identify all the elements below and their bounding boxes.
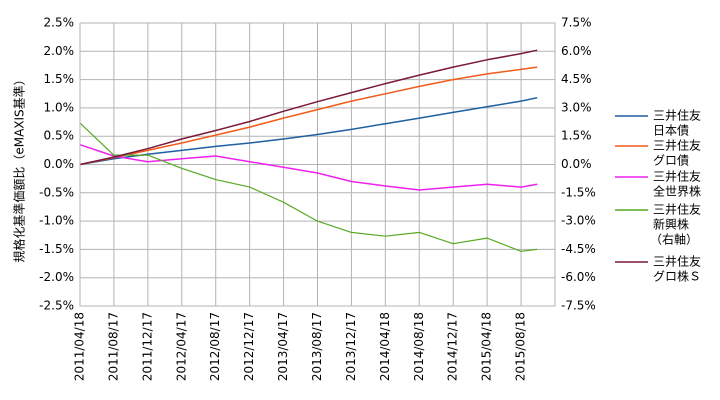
y-right-tick-label: -7.5% [561,299,596,313]
legend-label: 新興株 [653,217,689,232]
y-left-tick-label: -0.5% [39,185,74,199]
legend-label: 三井住友 [653,170,701,184]
series-layer [79,49,538,252]
y-right-tick-label: 1.5% [561,129,592,143]
y-right-tick-label: -1.5% [561,185,596,199]
x-tick-label: 2012/04/17 [174,312,188,381]
x-tick-label: 2015/04/18 [480,312,494,381]
x-tick-label: 2011/04/18 [73,312,87,381]
legend-label: グロ債 [653,153,689,168]
y-left-tick-label: 0.5% [44,129,75,143]
y-right-tick-label: -3.0% [561,214,596,228]
y-right-tick-label: -6.0% [561,270,596,284]
y-left-tick-label: 1.0% [44,100,75,114]
y-left-tick-label: -1.0% [39,214,74,228]
series-line-4 [79,49,538,166]
legend-label: グロ株Ｓ [653,269,701,284]
y-right-ticks: 7.5% 6.0% 4.5% 3.0% 1.5% 0.0% -1.5% -3.0% -4.5% -… [561,16,596,313]
x-tick-label: 2014/12/17 [446,312,460,381]
x-ticks: 2011/04/18 2011/08/17 2011/12/17 2012/04/17… [73,312,528,381]
y-left-tick-label: -2.5% [39,299,74,313]
y-left-tick-label: 1.5% [44,72,75,86]
legend-label: 三井住友 [653,255,701,269]
x-tick-label: 2013/08/17 [310,312,324,381]
legend-label: 三井住友 [653,139,701,153]
x-tick-label: 2011/12/17 [140,312,154,381]
legend-label: 日本債 [653,123,689,138]
legend: 三井住友日本債三井住友グロ債三井住友全世界株三井住友新興株（右軸）三井住友グロ株… [615,109,701,284]
y-right-tick-label: 6.0% [561,44,592,58]
series-line-0 [79,96,538,166]
y-right-tick-label: 0.0% [561,157,592,171]
legend-label: 三井住友 [653,109,701,123]
x-tick-label: 2014/04/18 [378,312,392,381]
x-tick-label: 2015/08/18 [514,312,528,381]
series-line-1 [79,66,538,166]
legend-label: 三井住友 [653,203,701,217]
legend-label: 全世界株 [653,184,701,199]
x-tick-label: 2014/08/18 [412,312,426,381]
y-left-tick-label: 0.0% [44,157,75,171]
y-left-tick-label: 2.0% [44,44,75,58]
plot-area-border [79,22,556,307]
x-tick-label: 2012/08/17 [208,312,222,381]
y-right-tick-label: 7.5% [561,16,592,30]
y-left-ticks: 2.5% 2.0% 1.5% 1.0% 0.5% 0.0% -0.5% -1.0% -1.5% -… [39,16,74,313]
legend-label: （右軸） [650,232,698,247]
y-axis-title: 規格化基準価額比（eMAXIS基準） [12,73,27,262]
x-tick-label: 2011/08/17 [106,312,120,381]
y-right-tick-label: 3.0% [561,100,592,114]
y-right-tick-label: -4.5% [561,242,596,256]
grid [79,22,555,307]
plot-frame [79,22,556,307]
series-line-3 [79,122,538,252]
y-left-tick-label: -2.0% [39,270,74,284]
y-left-tick-label: 2.5% [44,16,75,30]
series-line-2 [79,143,538,191]
y-right-tick-label: 4.5% [561,72,592,86]
x-tick-label: 2012/12/17 [242,312,256,381]
y-left-tick-label: -1.5% [39,242,74,256]
x-tick-label: 2013/04/17 [276,312,290,381]
x-tick-label: 2013/12/17 [344,312,358,381]
